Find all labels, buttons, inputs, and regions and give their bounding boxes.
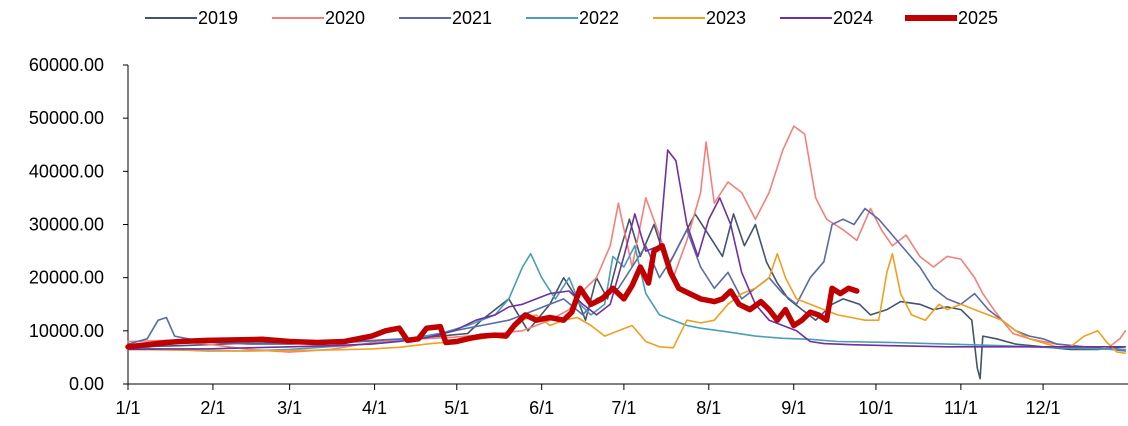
series-line-2019 bbox=[127, 213, 1127, 380]
x-tick-label: 1/1 bbox=[115, 398, 140, 418]
y-tick-label: 40000.00 bbox=[29, 161, 104, 181]
y-tick-label: 50000.00 bbox=[29, 108, 104, 128]
x-tick-label: 5/1 bbox=[444, 398, 469, 418]
y-tick-label: 0.00 bbox=[69, 374, 104, 394]
legend-label-2020: 2020 bbox=[325, 8, 365, 28]
x-tick-label: 3/1 bbox=[277, 398, 302, 418]
y-axis: 0.00 10000.00 20000.00 30000.00 40000.00 5000… bbox=[29, 55, 129, 394]
y-tick-label: 60000.00 bbox=[29, 55, 104, 75]
series-line-2025 bbox=[125, 243, 860, 350]
y-tick-label: 10000.00 bbox=[29, 321, 104, 341]
legend-label-2022: 2022 bbox=[579, 8, 619, 28]
x-tick-label: 8/1 bbox=[696, 398, 721, 418]
y-tick-label: 20000.00 bbox=[29, 268, 104, 288]
x-tick-label: 7/1 bbox=[611, 398, 636, 418]
x-tick-label: 10/1 bbox=[858, 398, 893, 418]
x-tick-label: 2/1 bbox=[200, 398, 225, 418]
y-tick-label: 30000.00 bbox=[29, 215, 104, 235]
series-line-2024 bbox=[127, 149, 1127, 351]
legend-label-2021: 2021 bbox=[452, 8, 492, 28]
series-line-2021 bbox=[127, 207, 1127, 352]
legend-label-2023: 2023 bbox=[706, 8, 746, 28]
x-tick-label: 4/1 bbox=[362, 398, 387, 418]
legend: 2019 2020 2021 2022 2023 2024 2025 bbox=[145, 8, 998, 28]
x-tick-label: 11/1 bbox=[944, 398, 978, 418]
x-tick-label: 9/1 bbox=[781, 398, 806, 418]
legend-label-2019: 2019 bbox=[198, 8, 238, 28]
x-tick-label: 12/1 bbox=[1026, 398, 1061, 418]
legend-label-2024: 2024 bbox=[833, 8, 873, 28]
x-tick-label: 6/1 bbox=[529, 398, 554, 418]
plot-area bbox=[125, 125, 1127, 380]
x-axis: 1/1 2/1 3/1 4/1 5/1 6/1 7/1 8/1 9/1 10/1 11/1 12/1 bbox=[115, 383, 1128, 418]
series-line-2020 bbox=[127, 125, 1127, 353]
legend-label-2025: 2025 bbox=[958, 8, 998, 28]
